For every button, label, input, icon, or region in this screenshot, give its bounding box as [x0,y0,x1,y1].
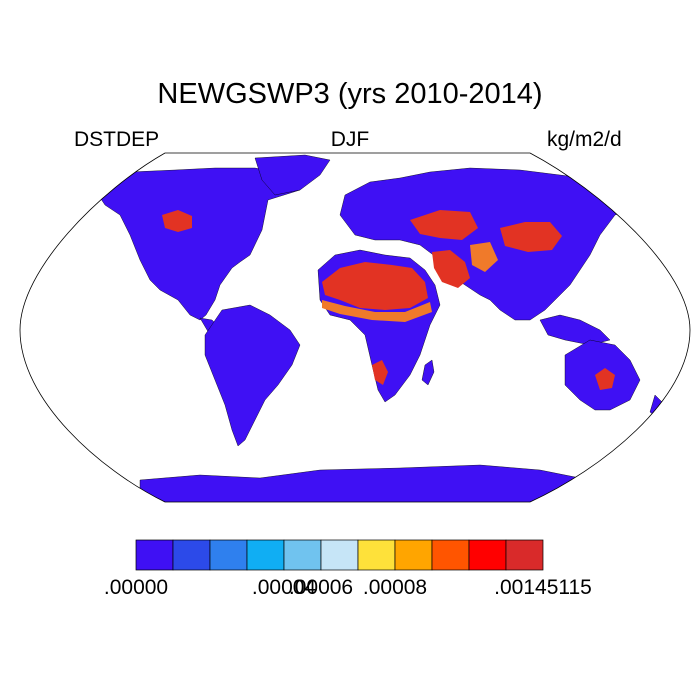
units-label: kg/m2/d [547,128,622,151]
north-america [94,167,301,321]
colorbar-tick-label: .00008 [362,576,428,599]
colorbar-swatch-10 [505,539,544,571]
colorbar-tick-label: .00145115 [494,576,592,599]
colorbar-swatch-5 [320,539,359,571]
australia-dust [595,368,615,390]
greenland [254,154,331,196]
globe-outline [19,152,691,503]
map-title: NEWGSWP3 (yrs 2010-2014) [157,78,543,110]
colorbar-swatch-2 [209,539,248,571]
colorbar-swatch-8 [431,539,470,571]
colorbar-tick-label: .00004 [251,576,317,599]
namibia-dust [372,360,388,385]
colorbar-swatch-3 [246,539,285,571]
iran-dust [470,242,498,272]
north-america-dust [162,210,192,232]
south-america [204,304,301,447]
colorbar-swatch-0 [135,539,174,571]
variable-label: DSTDEP [74,128,160,151]
gobi-dust [500,222,562,252]
colorbar-swatch-9 [468,539,507,571]
colorbar-tick-label: .00006 [288,576,354,599]
central-asia-dust [410,210,478,240]
land-layer [94,154,666,502]
madagascar [421,359,435,386]
colorbar-swatch-6 [357,539,396,571]
antarctica [139,464,601,502]
colorbar-swatch-4 [283,539,322,571]
colorbar-tick-label: .00000 [103,576,169,599]
sahel-band [322,300,432,322]
season-label: DJF [330,128,370,151]
colorbar-swatch-1 [172,539,211,571]
maritime-asia [539,314,611,346]
sahara-dust [322,262,428,310]
colorbar-swatch-7 [394,539,433,571]
arabia-dust [432,250,470,288]
